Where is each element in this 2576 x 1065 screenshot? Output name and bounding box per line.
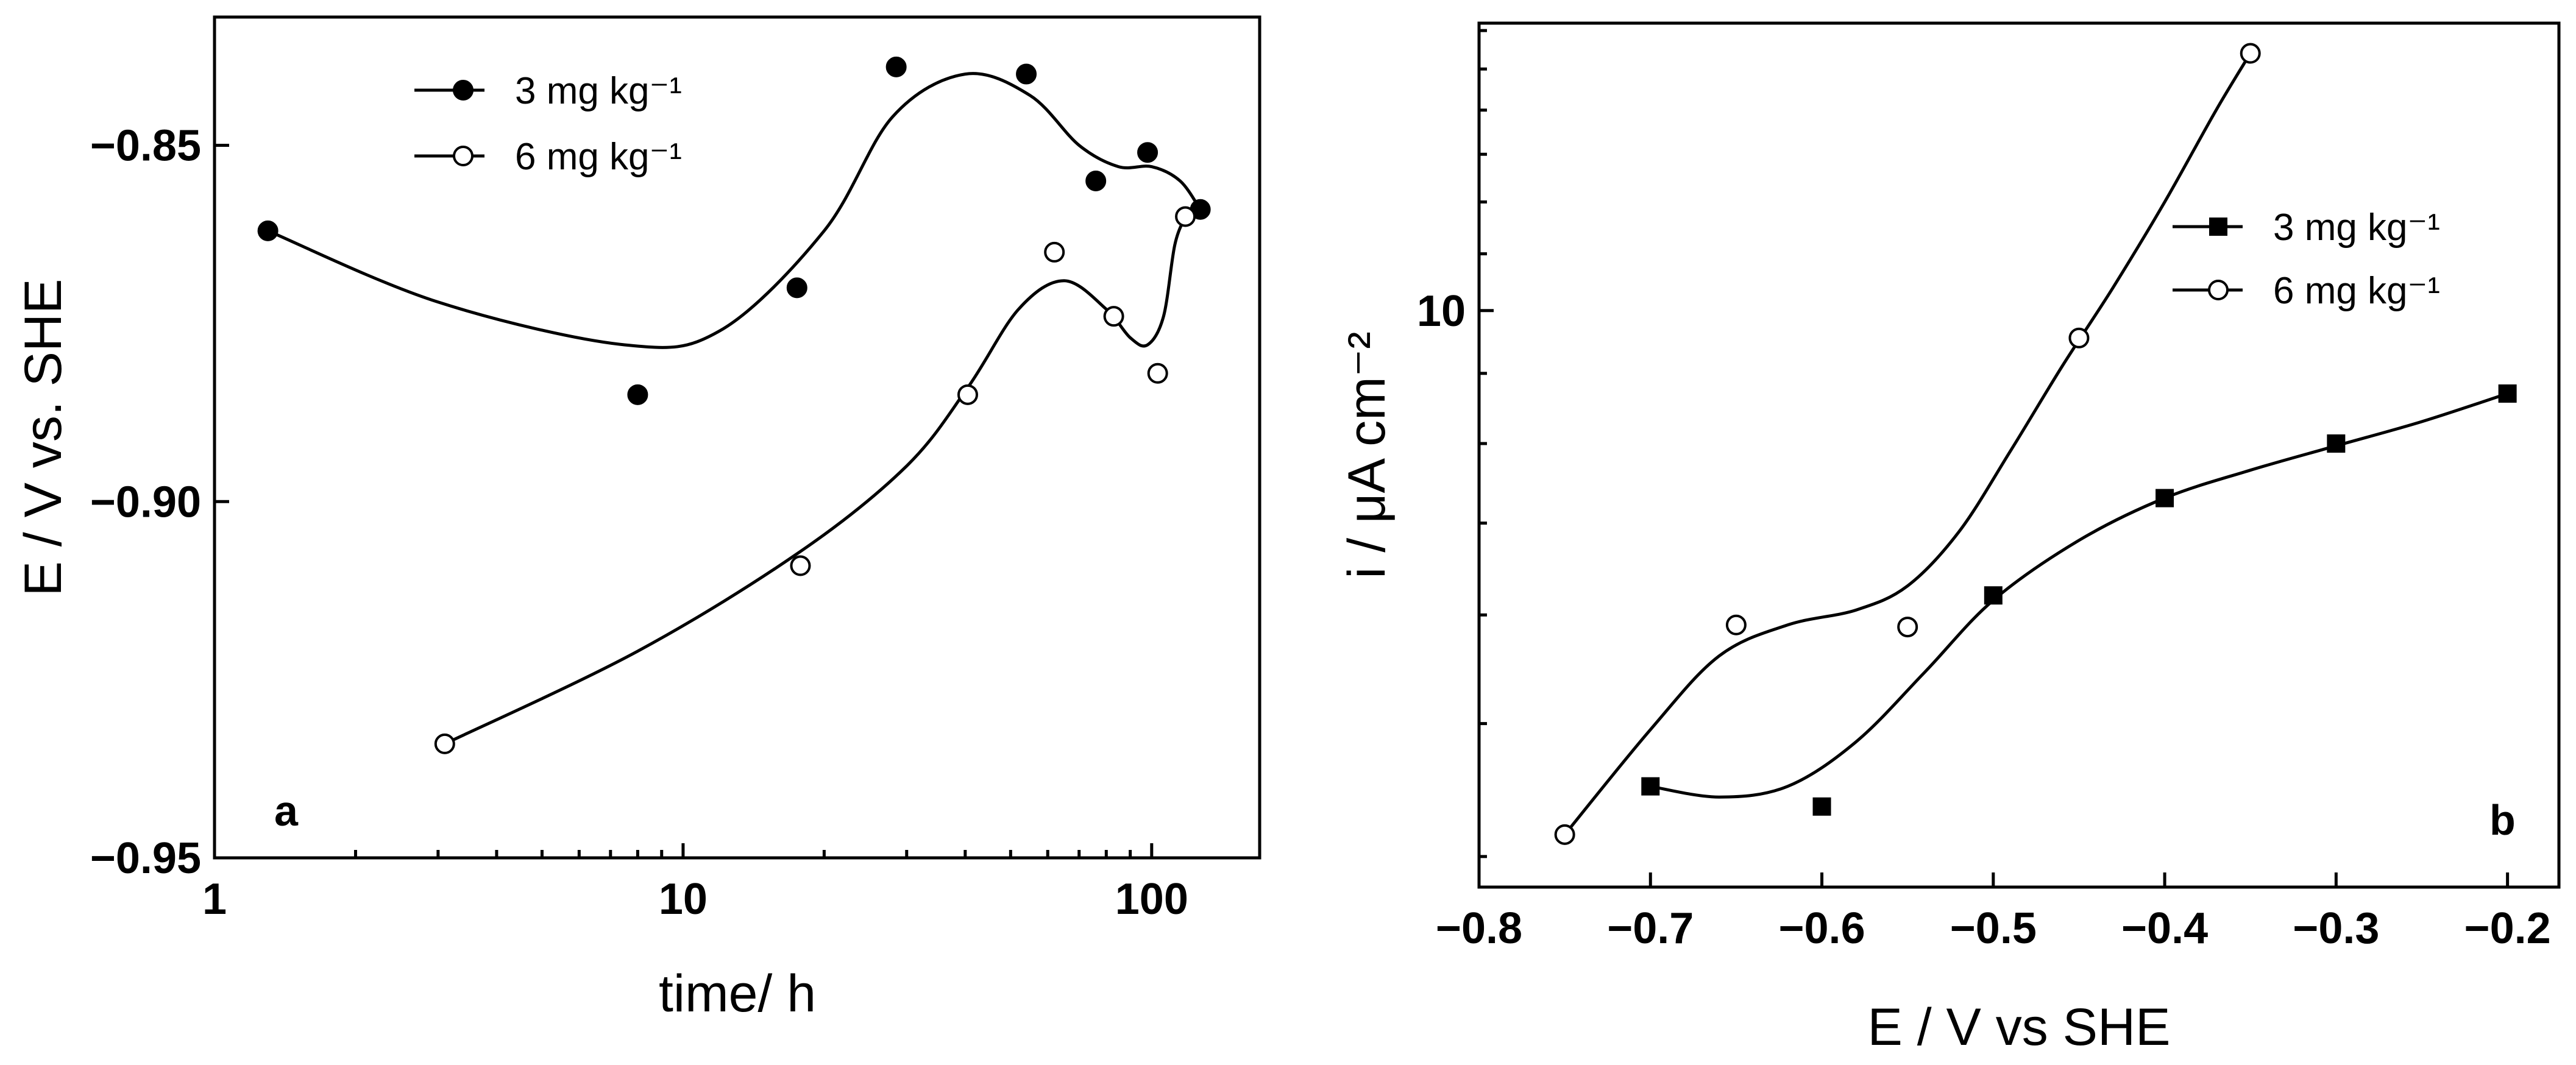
legend-label-6mg: 6 mg kg⁻¹ bbox=[2273, 270, 2440, 312]
x-tick-label: −0.7 bbox=[1607, 904, 1694, 953]
x-tick-label: 1 bbox=[202, 875, 227, 924]
panel-b-ticks: −0.8 −0.7 −0.6 −0.5 −0.4 −0.3 −0.2 10 bbox=[1417, 29, 2551, 953]
panel-a-y-axis-title: E / V vs. SHE bbox=[14, 279, 73, 596]
series-2-data-point bbox=[2068, 327, 2090, 349]
panel-a-label: a bbox=[274, 787, 299, 835]
panel-b-points bbox=[1554, 43, 2517, 845]
panel-b-chart: −0.8 −0.7 −0.6 −0.5 −0.4 −0.3 −0.2 10 3 mg kg⁻¹… bbox=[1338, 21, 2561, 1056]
series-2-data-point bbox=[1897, 617, 1918, 638]
series-1-data-point bbox=[1984, 586, 2003, 605]
series-1-data-point bbox=[2156, 489, 2174, 508]
series-1-data-point bbox=[885, 56, 907, 77]
panel-a-plot-frame bbox=[213, 15, 1261, 860]
x-tick-label: −0.2 bbox=[2464, 904, 2551, 953]
panel-b-x-axis-title: E / V vs SHE bbox=[1867, 998, 2170, 1056]
y-tick-label: −0.90 bbox=[90, 478, 201, 526]
series-2-data-point bbox=[1147, 363, 1168, 384]
legend-marker-filled-square bbox=[2209, 218, 2227, 236]
y-tick-label: −0.95 bbox=[90, 834, 201, 883]
legend-label-3mg: 3 mg kg⁻¹ bbox=[515, 70, 682, 112]
y-tick-label: 10 bbox=[1417, 287, 1466, 336]
x-tick-label: −0.5 bbox=[1950, 904, 2037, 953]
series-2-data-point bbox=[2240, 43, 2261, 64]
series-2-fit-curve bbox=[444, 216, 1187, 746]
panel-a-points bbox=[257, 56, 1211, 754]
series-2-fit-curve bbox=[1563, 52, 2252, 836]
series-1-data-point bbox=[2327, 434, 2346, 453]
panel-a-x-axis-title: time/ h bbox=[659, 964, 816, 1023]
series-1-data-point bbox=[1812, 797, 1831, 816]
x-tick-label: −0.3 bbox=[2293, 904, 2379, 953]
series-1-data-point bbox=[1016, 63, 1037, 85]
series-1-data-point bbox=[627, 384, 648, 405]
panel-b-label: b bbox=[2489, 796, 2516, 844]
series-2-data-point bbox=[1103, 306, 1124, 327]
panel-b-plot-frame bbox=[1477, 21, 2561, 889]
series-2-data-point bbox=[1725, 614, 1747, 635]
panel-b-curves bbox=[1563, 52, 2508, 836]
series-1-data-point bbox=[2498, 384, 2517, 403]
series-1-data-point bbox=[1137, 142, 1158, 163]
panel-a-curves bbox=[267, 72, 1202, 746]
panel-a-chart: 1 10 100 −0.85 −0.90 −0.95 3 mg kg⁻¹ 6 mg kg⁻… bbox=[14, 15, 1261, 1023]
panel-b-legend: 3 mg kg⁻¹ 6 mg kg⁻¹ bbox=[2173, 207, 2440, 312]
legend-label-3mg: 3 mg kg⁻¹ bbox=[2273, 207, 2440, 249]
x-tick-label: −0.4 bbox=[2121, 904, 2208, 953]
series-1-data-point bbox=[1641, 777, 1660, 796]
series-2-data-point bbox=[1554, 824, 1575, 845]
legend-label-6mg: 6 mg kg⁻¹ bbox=[515, 136, 682, 178]
series-1-data-point bbox=[786, 277, 807, 299]
legend-marker-filled-circle bbox=[453, 80, 474, 101]
panel-b-y-axis-title: i / μA cm⁻² bbox=[1338, 331, 1396, 579]
x-tick-label: −0.8 bbox=[1436, 904, 1522, 953]
series-1-fit-curve bbox=[1650, 392, 2508, 799]
legend-marker-open-circle bbox=[2208, 280, 2229, 300]
series-1-data-point bbox=[257, 220, 279, 241]
series-2-data-point bbox=[790, 555, 811, 576]
x-tick-label: 10 bbox=[659, 875, 708, 924]
panel-a-ticks: 1 10 100 −0.85 −0.90 −0.95 bbox=[90, 122, 1188, 924]
legend-marker-open-circle bbox=[453, 146, 474, 166]
series-1-fit-curve bbox=[267, 72, 1202, 349]
series-2-data-point bbox=[957, 384, 978, 405]
x-tick-label: 100 bbox=[1115, 875, 1188, 924]
series-2-data-point bbox=[434, 733, 455, 754]
series-1-data-point bbox=[1085, 170, 1107, 191]
x-tick-label: −0.6 bbox=[1778, 904, 1865, 953]
series-2-data-point bbox=[1175, 206, 1196, 227]
panel-a-legend: 3 mg kg⁻¹ 6 mg kg⁻¹ bbox=[414, 70, 682, 178]
y-tick-label: −0.85 bbox=[90, 122, 201, 171]
series-2-data-point bbox=[1044, 241, 1065, 263]
